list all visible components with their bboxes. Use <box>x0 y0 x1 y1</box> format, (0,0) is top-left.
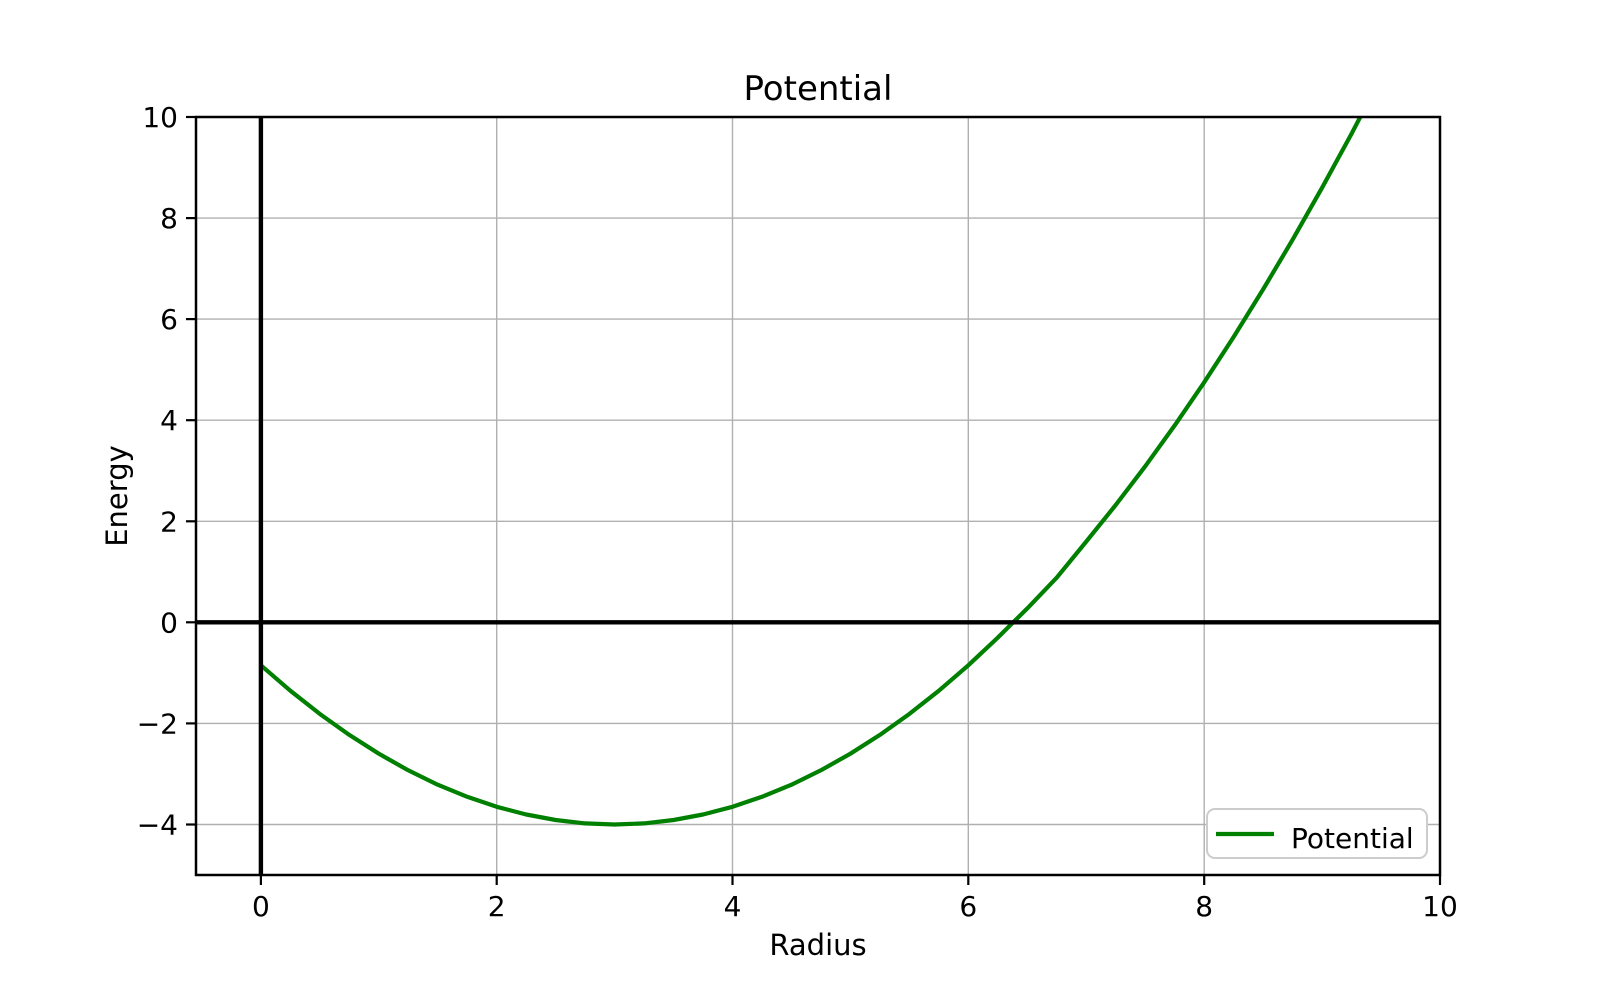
chart-title: Potential <box>744 69 893 109</box>
legend-box <box>1206 808 1428 859</box>
x-axis-label: Radius <box>769 928 866 962</box>
series-layer <box>259 117 1363 827</box>
x-tick-label: 10 <box>1422 890 1458 923</box>
y-axis-label: Energy <box>100 445 134 547</box>
y-tick-label: 8 <box>160 202 178 235</box>
y-tick-label: 0 <box>160 606 178 639</box>
y-tick-label: −2 <box>137 707 178 740</box>
axis-ticks: 0 2 4 6 8 10 −4 −2 0 2 4 6 8 10 <box>137 101 1458 923</box>
x-tick-label: 0 <box>252 890 270 923</box>
x-tick-label: 6 <box>959 890 977 923</box>
y-tick-label: −4 <box>137 809 178 842</box>
potential-curve <box>259 117 1363 827</box>
y-tick-label: 4 <box>160 404 178 437</box>
zero-reference-lines <box>196 117 1440 875</box>
y-tick-label: 6 <box>160 303 178 336</box>
axes-border <box>194 115 1442 877</box>
legend: Potential <box>1206 808 1428 859</box>
plot-area <box>196 117 1440 875</box>
x-tick-label: 2 <box>488 890 506 923</box>
y-tick-label: 10 <box>142 101 178 134</box>
legend-label: Potential <box>1291 822 1414 855</box>
y-tick-label: 2 <box>160 505 178 538</box>
x-tick-label: 8 <box>1195 890 1213 923</box>
x-tick-label: 4 <box>724 890 742 923</box>
